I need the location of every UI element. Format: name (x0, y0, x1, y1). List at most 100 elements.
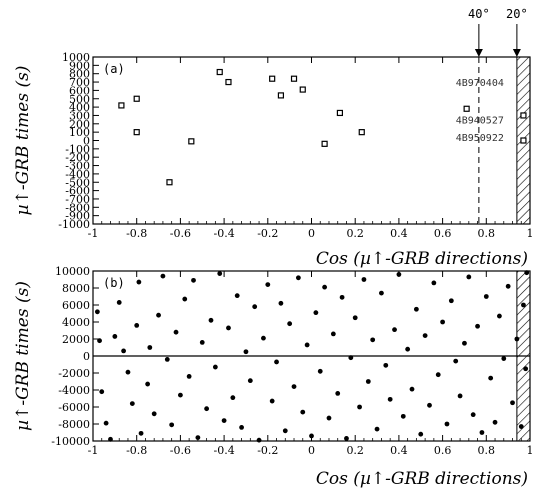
data-point (221, 418, 227, 423)
data-point (514, 336, 520, 342)
data-point (252, 304, 258, 310)
data-point (145, 381, 151, 387)
data-point (277, 92, 285, 99)
data-point (339, 294, 345, 300)
data-point (335, 391, 341, 396)
data-point (134, 323, 140, 328)
y-tick-label: 500 (69, 93, 90, 106)
y-tick-label: 900 (69, 59, 90, 72)
data-point (125, 369, 131, 375)
data-point (396, 272, 402, 277)
data-point (520, 137, 527, 144)
data-point (199, 340, 205, 345)
data-point (463, 105, 470, 112)
x-tick-label: -0.8 (126, 227, 147, 240)
y-tick-label: -200 (65, 151, 90, 164)
data-point (304, 342, 310, 348)
data-point (269, 398, 275, 404)
angle-markers: 40° 20° (468, 7, 528, 57)
data-point (234, 293, 240, 299)
data-point (147, 345, 153, 350)
data-point (431, 280, 437, 286)
data-point (370, 337, 376, 343)
data-point (444, 421, 450, 427)
data-point (405, 346, 411, 352)
data-point (379, 290, 384, 296)
data-point (365, 379, 371, 384)
y-tick-label: 100 (69, 126, 90, 139)
data-point (440, 319, 445, 325)
y-tick-label: -600 (65, 185, 90, 198)
data-point (169, 422, 175, 428)
data-point (204, 406, 210, 412)
data-point (138, 430, 144, 436)
data-point (226, 325, 231, 331)
panel-a-ticks: -1 -0.8 -0.6 -0.4 -0.2 0 0.2 0.4 0.6 0.8 110009008… (58, 51, 533, 240)
y-tick-label: -700 (65, 193, 90, 206)
data-point (409, 386, 415, 392)
data-point (94, 309, 100, 315)
x-tick-label: -0.2 (257, 444, 278, 457)
data-point (524, 270, 530, 276)
y-tick-label: 2000 (62, 333, 90, 346)
y-tick-label: -900 (65, 210, 90, 223)
data-point (287, 321, 293, 327)
data-point (510, 400, 515, 406)
data-point (317, 368, 323, 374)
data-point (470, 412, 476, 418)
data-point (374, 426, 380, 432)
data-point (230, 395, 236, 401)
panel-a-label: (a) (103, 62, 125, 76)
data-point (520, 112, 527, 119)
data-point (136, 279, 142, 285)
data-point (361, 277, 367, 282)
data-point (521, 302, 526, 308)
data-point (344, 436, 349, 441)
data-point (129, 401, 135, 406)
data-point (488, 375, 494, 381)
x-tick-label: -0.4 (213, 444, 234, 457)
data-point (326, 415, 332, 421)
data-point (182, 296, 188, 302)
y-tick-label: -500 (65, 176, 90, 189)
panel-a-y-axis-title: µ↑-GRB times (s) (13, 66, 33, 216)
x-tick-label: -0.6 (170, 227, 191, 240)
data-point (383, 362, 389, 368)
data-point (348, 355, 354, 361)
data-point (247, 378, 253, 384)
data-point (505, 283, 511, 289)
y-tick-label: 700 (69, 76, 90, 89)
data-point (392, 327, 397, 333)
data-point (164, 357, 170, 362)
panel-b-points (94, 270, 530, 443)
y-tick-label: -6000 (58, 401, 90, 414)
data-point (413, 306, 419, 312)
data-point (191, 277, 196, 283)
x-tick-label: 0.2 (346, 227, 364, 240)
data-point (322, 284, 328, 290)
data-point (299, 86, 306, 93)
panel-a-annotations: 4B970404 4B940527 4B950922 (456, 78, 504, 144)
y-tick-label: -4000 (58, 384, 90, 397)
data-point (387, 396, 393, 402)
y-tick-label: 800 (69, 68, 90, 81)
y-tick-label: -100 (65, 143, 90, 156)
x-tick-label: 0.8 (478, 227, 496, 240)
data-point (160, 273, 166, 279)
y-tick-label: -10000 (51, 435, 90, 448)
data-point (225, 78, 232, 86)
data-point (357, 404, 362, 410)
data-point (483, 294, 489, 299)
data-point (239, 425, 244, 430)
data-point (133, 129, 140, 136)
data-point (118, 102, 125, 109)
data-point (265, 282, 271, 287)
panel-a-x-axis-title: Cos (µ↑-GRB directions) (316, 249, 528, 269)
x-tick-label: -0.6 (170, 444, 191, 457)
data-point (133, 95, 140, 102)
panel-a-points (118, 68, 527, 186)
data-point (462, 340, 467, 346)
data-point (97, 338, 102, 344)
data-point (523, 366, 529, 372)
